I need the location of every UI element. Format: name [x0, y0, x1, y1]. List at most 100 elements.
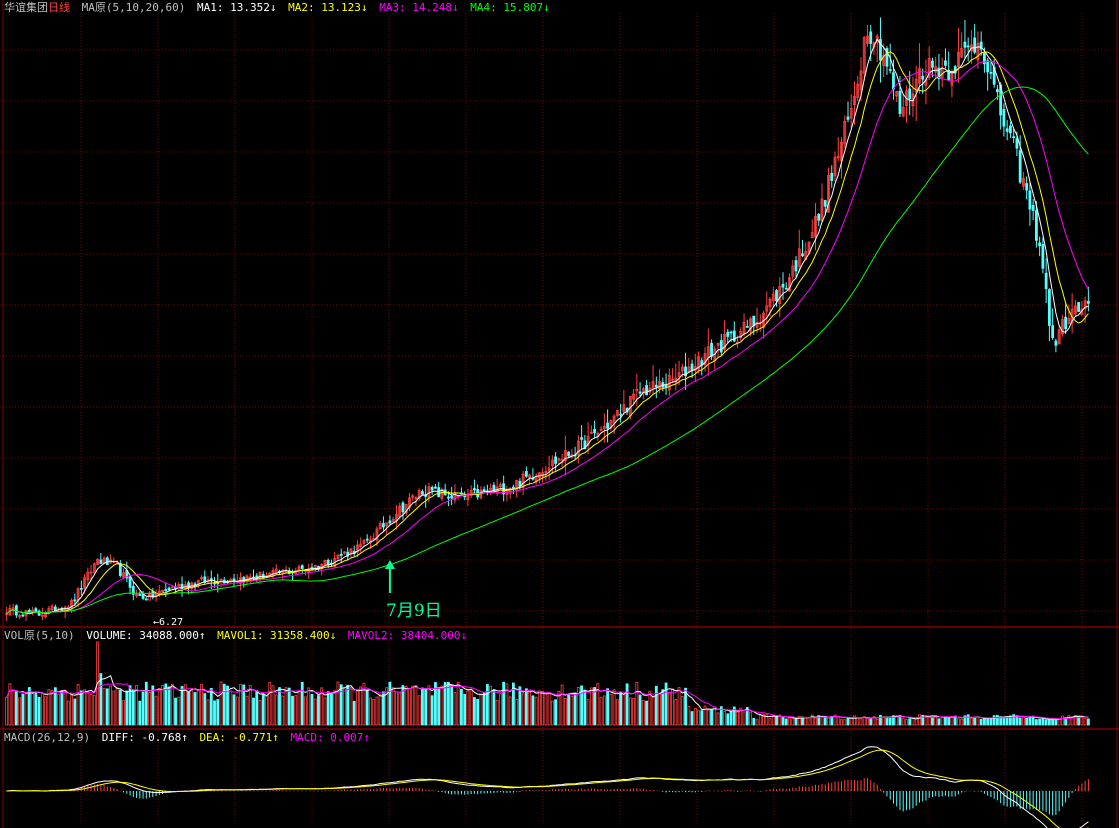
- candle: [606, 422, 610, 429]
- volume-bar: [362, 682, 366, 726]
- candle: [580, 437, 584, 440]
- volume-bar: [846, 718, 850, 726]
- candle: [1002, 109, 1006, 127]
- diff-value: DIFF: -0.768↑: [101, 731, 188, 744]
- candle: [723, 333, 726, 350]
- date-annotation: 7月9日: [386, 601, 442, 621]
- volume-bar: [14, 691, 18, 726]
- candle: [1041, 243, 1045, 269]
- candle: [92, 563, 96, 573]
- candle: [505, 491, 509, 496]
- volume-bar: [76, 684, 80, 726]
- candle: [118, 562, 122, 576]
- candle: [40, 614, 44, 617]
- volume-bar: [541, 690, 545, 726]
- candle: [697, 356, 700, 370]
- candle: [989, 71, 993, 74]
- volume-bar: [1044, 719, 1048, 726]
- volume-bar: [622, 694, 626, 726]
- volume-bar: [635, 681, 639, 726]
- volume-bar: [810, 714, 814, 726]
- volume-bar: [161, 684, 164, 726]
- candle: [47, 608, 51, 614]
- volume-bar: [190, 687, 194, 726]
- candle: [690, 363, 694, 371]
- volume-bar: [424, 688, 428, 726]
- candle: [781, 283, 785, 288]
- candle: [823, 200, 827, 207]
- volume-bar: [463, 693, 467, 726]
- candle: [619, 413, 622, 416]
- candle: [875, 35, 879, 43]
- volume-bar: [1047, 719, 1051, 726]
- candle: [797, 248, 801, 267]
- candle: [349, 548, 353, 555]
- candle: [638, 391, 642, 394]
- volume-bar: [918, 714, 921, 726]
- candle: [658, 381, 661, 389]
- volume-bar: [1002, 717, 1006, 726]
- volume-bar: [547, 693, 551, 726]
- volume-bar: [674, 699, 678, 726]
- volume-bars: [5, 641, 1090, 726]
- volume-bar: [651, 696, 655, 726]
- volume-bar: [209, 688, 213, 726]
- candle: [934, 66, 938, 73]
- volume-bar: [823, 716, 827, 726]
- volume-bar: [771, 716, 775, 726]
- candle: [859, 70, 863, 90]
- candle: [31, 609, 35, 612]
- volume-bar: [183, 684, 187, 726]
- volume-bar: [1018, 717, 1022, 726]
- candle: [853, 96, 856, 106]
- volume-bar: [258, 699, 262, 726]
- volume-bar: [671, 688, 674, 726]
- candle: [79, 587, 83, 590]
- volume-bar: [560, 684, 564, 726]
- volume-bar: [469, 688, 473, 726]
- candle: [167, 587, 171, 590]
- candle: [375, 528, 379, 541]
- volume-bar: [576, 687, 580, 726]
- volume-bar: [1067, 715, 1071, 726]
- volume-bar: [892, 715, 895, 726]
- volume-bar: [859, 718, 863, 726]
- volume-bar: [862, 716, 866, 726]
- volume-bar: [248, 684, 252, 726]
- volume-bar: [216, 699, 220, 726]
- volume-bar: [63, 689, 67, 726]
- period-label[interactable]: 日线: [48, 1, 70, 14]
- volume-bar: [356, 690, 359, 726]
- candle: [180, 583, 184, 590]
- volume-bar: [135, 684, 138, 726]
- volume-bar: [833, 714, 837, 726]
- volume-bar: [729, 711, 733, 726]
- volume-bar: [232, 694, 236, 726]
- candle: [905, 90, 908, 106]
- volume-bar: [430, 695, 434, 726]
- candle: [703, 353, 707, 366]
- volume-bar: [485, 684, 489, 726]
- volume-bar: [508, 696, 512, 726]
- candle: [404, 504, 408, 514]
- volume-bar: [706, 709, 710, 726]
- volume-bar: [83, 689, 86, 726]
- candle: [898, 90, 902, 114]
- volume-bar: [710, 709, 713, 726]
- volume-bar: [765, 714, 769, 726]
- volume-bar: [460, 688, 463, 726]
- volume-bar: [226, 685, 229, 726]
- volume-bar: [157, 688, 161, 726]
- volume-bar: [719, 706, 723, 726]
- candle: [931, 60, 934, 68]
- volume-bar: [570, 696, 574, 726]
- candle: [1086, 300, 1090, 304]
- candle: [356, 544, 359, 553]
- volume-bar: [219, 681, 223, 726]
- ma3-value: MA3: 14.248↓: [379, 1, 459, 14]
- volume-bar: [96, 641, 99, 726]
- volume-bar: [53, 687, 57, 726]
- volume-bar: [953, 715, 957, 726]
